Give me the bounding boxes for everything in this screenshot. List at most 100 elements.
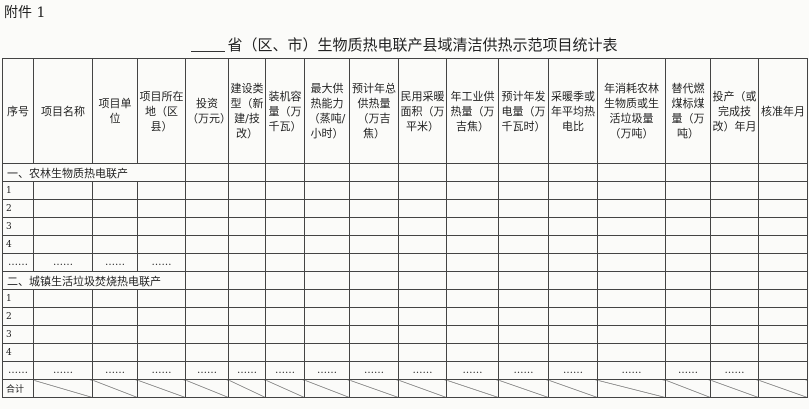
- cell: [548, 199, 598, 218]
- cell: [398, 271, 447, 290]
- diagonal-cell: [498, 379, 549, 398]
- cell: [446, 253, 499, 272]
- cell: [265, 217, 305, 236]
- cell: [185, 199, 229, 218]
- cell: [349, 199, 399, 218]
- cell: [137, 235, 186, 254]
- cell: [548, 325, 598, 344]
- column-header: 项目名称: [33, 58, 93, 164]
- cell: [185, 343, 229, 362]
- cell: [304, 163, 350, 182]
- ellipsis: ……: [304, 361, 350, 380]
- cell: [265, 235, 305, 254]
- cell: [665, 325, 711, 344]
- cell: [498, 181, 549, 200]
- column-header: 预计年发电量（万千瓦时）: [498, 58, 549, 164]
- column-header: 项目所在地（区县）: [137, 58, 186, 164]
- cell: [498, 163, 549, 182]
- cell: [185, 307, 229, 326]
- data-row: 2: [2, 199, 808, 218]
- cell: [33, 289, 93, 308]
- cell: [349, 163, 399, 182]
- cell: [33, 307, 93, 326]
- diagonal-cell: [185, 379, 229, 398]
- cell: [349, 325, 399, 344]
- ellipsis: ……: [398, 361, 447, 380]
- cell: [265, 271, 305, 290]
- ellipsis: ……: [137, 253, 186, 272]
- cell: [185, 181, 229, 200]
- cell: [349, 253, 399, 272]
- section-row: 二、城镇生活垃圾焚烧热电联产: [2, 271, 808, 290]
- row-number: 2: [2, 307, 34, 326]
- ellipsis: ……: [185, 361, 229, 380]
- diagonal-cell: [398, 379, 447, 398]
- column-header: 序号: [2, 58, 34, 164]
- cell: [758, 289, 808, 308]
- data-row: 3: [2, 217, 808, 236]
- cell: [265, 289, 305, 308]
- cell: [398, 217, 447, 236]
- column-header: 替代燃煤标煤量（万吨）: [665, 58, 711, 164]
- row-number: 1: [2, 289, 34, 308]
- total-row: 合计: [2, 379, 808, 398]
- ellipsis: ……: [710, 361, 759, 380]
- cell: [349, 343, 399, 362]
- cell: [304, 271, 350, 290]
- cell: [228, 181, 266, 200]
- cell: [446, 199, 499, 218]
- cell: [398, 163, 447, 182]
- cell: [185, 271, 229, 290]
- cell: [304, 199, 350, 218]
- row-number: 4: [2, 343, 34, 362]
- cell: [349, 271, 399, 290]
- cell: [597, 253, 666, 272]
- cell: [228, 163, 266, 182]
- row-number: 3: [2, 325, 34, 344]
- cell: [548, 181, 598, 200]
- cell: [398, 343, 447, 362]
- diagonal-cell: [265, 379, 305, 398]
- cell: [665, 343, 711, 362]
- diagonal-cell: [92, 379, 138, 398]
- attachment-label: 附件 1: [4, 5, 46, 21]
- cell: [228, 307, 266, 326]
- ellipsis-row: ……………………: [2, 253, 808, 272]
- cell: [548, 343, 598, 362]
- cell: [398, 289, 447, 308]
- cell: [137, 181, 186, 200]
- cell: [228, 325, 266, 344]
- cell: [349, 217, 399, 236]
- diagonal-cell: [304, 379, 350, 398]
- cell: [185, 325, 229, 344]
- cell: [498, 307, 549, 326]
- cell: [665, 235, 711, 254]
- data-row: 4: [2, 235, 808, 254]
- cell: [758, 325, 808, 344]
- diagonal-cell: [349, 379, 399, 398]
- ellipsis: ……: [33, 253, 93, 272]
- diagonal-cell: [758, 379, 808, 398]
- column-header: 年消耗农林生物质或生活垃圾量（万吨）: [597, 58, 666, 164]
- cell: [597, 199, 666, 218]
- cell: [33, 235, 93, 254]
- cell: [758, 361, 808, 380]
- data-row: 1: [2, 181, 808, 200]
- cell: [398, 253, 447, 272]
- cell: [265, 307, 305, 326]
- column-header: 采暖季或年平均热电比: [548, 58, 598, 164]
- diagonal-cell: [446, 379, 499, 398]
- cell: [137, 217, 186, 236]
- cell: [33, 343, 93, 362]
- cell: [265, 325, 305, 344]
- cell: [137, 289, 186, 308]
- cell: [92, 325, 138, 344]
- cell: [185, 163, 229, 182]
- ellipsis: ……: [548, 361, 598, 380]
- cell: [498, 253, 549, 272]
- cell: [446, 163, 499, 182]
- diagonal-cell: [228, 379, 266, 398]
- table-title: 省（区、市）生物质热电联产县域清洁供热示范项目统计表: [0, 34, 809, 55]
- cell: [758, 199, 808, 218]
